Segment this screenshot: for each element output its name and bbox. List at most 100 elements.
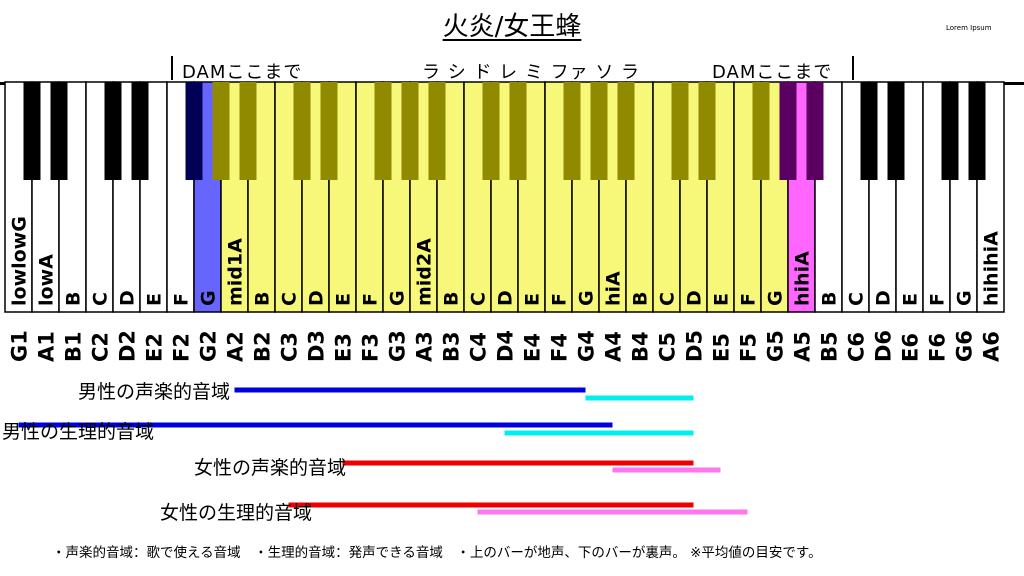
key-label: B bbox=[630, 292, 652, 306]
key-label: C bbox=[468, 292, 490, 306]
legend-label-male-physical: 男性の生理的音域 bbox=[2, 421, 155, 443]
note-name-label: B3 bbox=[440, 331, 464, 362]
note-name-label: D6 bbox=[872, 330, 896, 362]
black-key-highlighted bbox=[590, 82, 608, 180]
black-key-highlighted bbox=[374, 82, 392, 180]
note-name-label: G5 bbox=[764, 330, 788, 362]
note-name-label: B1 bbox=[62, 331, 86, 362]
black-key bbox=[941, 82, 959, 180]
falsetto-range-bar bbox=[504, 430, 694, 436]
black-key-highlighted bbox=[212, 82, 230, 180]
note-name-label: G3 bbox=[386, 330, 410, 362]
note-name-label: C6 bbox=[845, 332, 869, 362]
key-label: B bbox=[819, 292, 841, 306]
key-label: E bbox=[522, 293, 544, 306]
note-name-label: F2 bbox=[170, 333, 194, 362]
note-name-label: E3 bbox=[332, 333, 356, 362]
falsetto-range-bar bbox=[612, 467, 721, 473]
note-name-label: F5 bbox=[737, 333, 761, 362]
black-key-highlighted bbox=[428, 82, 446, 180]
note-name-label: C5 bbox=[656, 332, 680, 362]
key-label: D bbox=[873, 290, 895, 306]
black-key bbox=[860, 82, 878, 180]
black-key-highlighted bbox=[752, 82, 770, 180]
chest-voice-range-bar bbox=[342, 460, 694, 466]
key-label: G bbox=[198, 290, 220, 306]
key-label: E bbox=[144, 293, 166, 306]
note-name-label: G2 bbox=[197, 330, 221, 362]
dam-limit-low-tick bbox=[171, 56, 173, 80]
song-title: 火炎/女王蜂 bbox=[442, 12, 582, 42]
key-label: C bbox=[846, 292, 868, 306]
chest-voice-range-bar bbox=[288, 502, 694, 508]
note-name-label: D2 bbox=[116, 330, 140, 362]
key-label: G bbox=[765, 290, 787, 306]
black-key-dam-high bbox=[779, 82, 797, 180]
key-label: mid2A bbox=[414, 238, 436, 306]
note-name-label: C2 bbox=[89, 332, 113, 362]
note-name-label: D3 bbox=[305, 330, 329, 362]
note-name-label: E2 bbox=[143, 333, 167, 362]
key-label: D bbox=[117, 290, 139, 306]
key-label: E bbox=[333, 293, 355, 306]
note-name-label: A1 bbox=[35, 331, 59, 362]
key-label: hihiA bbox=[792, 251, 814, 306]
note-name-label: B4 bbox=[629, 331, 653, 362]
key-label: D bbox=[306, 290, 328, 306]
falsetto-range-bar bbox=[585, 395, 694, 401]
key-label: D bbox=[495, 290, 517, 306]
dam-limit-low-label: DAMここまで bbox=[182, 62, 303, 83]
note-name-label: G1 bbox=[8, 330, 32, 362]
key-label: mid1A bbox=[225, 238, 247, 306]
black-key-highlighted bbox=[509, 82, 527, 180]
note-name-label: E6 bbox=[899, 333, 923, 362]
key-label: D bbox=[684, 290, 706, 306]
key-label: F bbox=[171, 293, 193, 306]
key-label: G bbox=[954, 290, 976, 306]
key-label: E bbox=[711, 293, 733, 306]
black-key-highlighted bbox=[320, 82, 338, 180]
legend-label-female-vocal: 女性の声楽的音域 bbox=[194, 457, 347, 479]
black-key-highlighted bbox=[671, 82, 689, 180]
black-key-highlighted bbox=[617, 82, 635, 180]
note-name-label: F6 bbox=[926, 333, 950, 362]
black-key-dam-low bbox=[185, 82, 203, 180]
note-name-label: B5 bbox=[818, 331, 842, 362]
key-label: hihihiA bbox=[981, 231, 1003, 306]
note-name-label: B2 bbox=[251, 331, 275, 362]
black-key-highlighted bbox=[239, 82, 257, 180]
key-label: F bbox=[738, 293, 760, 306]
black-key bbox=[968, 82, 986, 180]
key-label: G bbox=[576, 290, 598, 306]
legend-label-female-physical: 女性の生理的音域 bbox=[160, 502, 313, 524]
key-label: E bbox=[900, 293, 922, 306]
black-key bbox=[50, 82, 68, 180]
key-label: B bbox=[63, 292, 85, 306]
note-name-label: D4 bbox=[494, 330, 518, 362]
black-key-highlighted bbox=[293, 82, 311, 180]
note-name-label: F4 bbox=[548, 333, 572, 362]
watermark-text: Lorem Ipsum bbox=[946, 24, 992, 32]
key-label: C bbox=[90, 292, 112, 306]
note-name-label: D5 bbox=[683, 330, 707, 362]
black-key bbox=[23, 82, 41, 180]
dam-limit-high-label: DAMここまで bbox=[712, 62, 833, 83]
black-key-highlighted bbox=[563, 82, 581, 180]
chest-voice-range-bar bbox=[234, 387, 586, 393]
key-label: B bbox=[252, 292, 274, 306]
black-key bbox=[887, 82, 905, 180]
key-label: F bbox=[360, 293, 382, 306]
falsetto-range-bar bbox=[477, 509, 748, 515]
key-label: C bbox=[279, 292, 301, 306]
note-name-label: C3 bbox=[278, 332, 302, 362]
solfege-label: ラ シ ド レ ミ ファ ソ ラ bbox=[422, 62, 641, 83]
black-key-highlighted bbox=[482, 82, 500, 180]
note-name-label: A6 bbox=[980, 331, 1004, 362]
key-label: B bbox=[441, 292, 463, 306]
black-key bbox=[131, 82, 149, 180]
black-key-highlighted bbox=[401, 82, 419, 180]
key-label: F bbox=[927, 293, 949, 306]
footnote: ・声楽的音域：歌で使える音域 ・生理的音域：発声できる音域 ・上のバーが地声、下… bbox=[52, 545, 822, 561]
legend-label-male-vocal: 男性の声楽的音域 bbox=[78, 381, 231, 403]
